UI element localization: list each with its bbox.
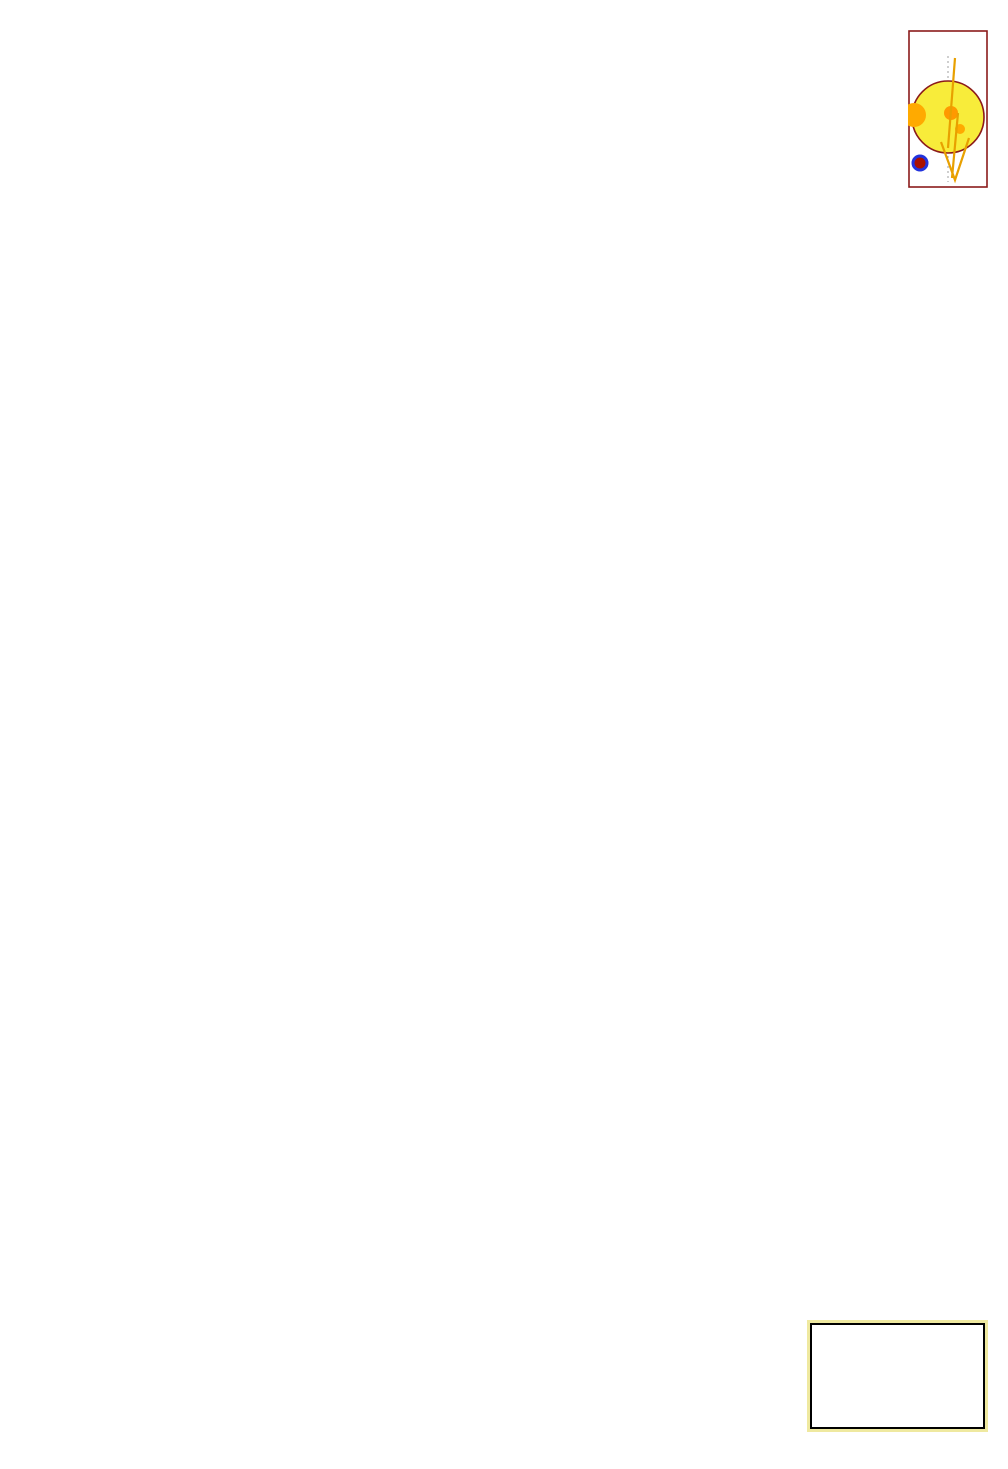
earth-marker xyxy=(911,154,929,172)
pointing-line-1 xyxy=(946,57,957,149)
sun-disk-panel xyxy=(908,30,988,188)
goes-lightcurve-plot xyxy=(35,12,790,184)
activity-colorbar-strip xyxy=(35,1399,790,1423)
pointing-arrow xyxy=(939,137,971,184)
attitude-zigzag-plot xyxy=(35,1263,790,1392)
pointing-line-2 xyxy=(950,112,960,179)
active-region-marker-large xyxy=(908,103,926,127)
resik-logo xyxy=(807,1320,988,1432)
